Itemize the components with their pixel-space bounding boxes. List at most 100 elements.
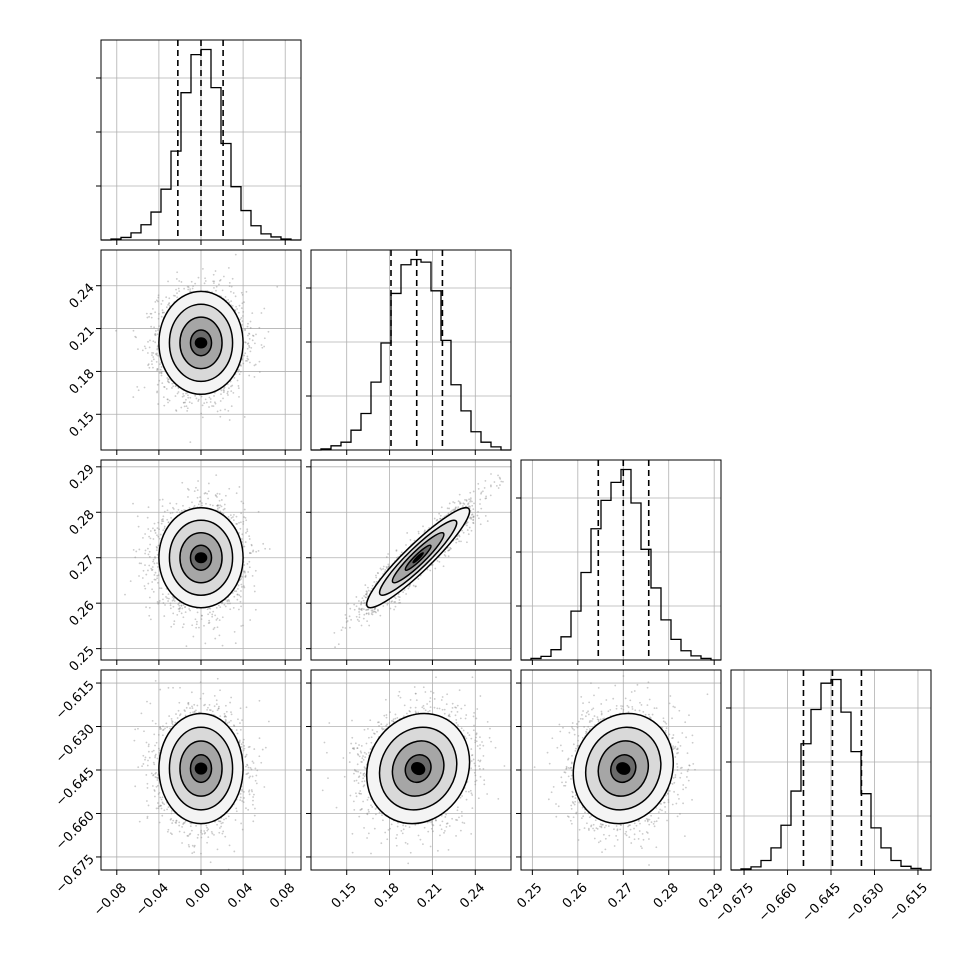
sample-point (502, 480, 504, 483)
sample-point (216, 504, 219, 507)
sample-point (154, 532, 157, 534)
sample-point (146, 700, 148, 703)
sample-point (472, 508, 475, 511)
sample-point (469, 517, 471, 520)
sample-point (371, 609, 374, 612)
sample-point (205, 401, 208, 404)
sample-point (400, 551, 403, 554)
sample-point (254, 363, 257, 366)
sample-point (244, 574, 247, 577)
sample-point (158, 805, 160, 808)
sample-point (213, 401, 216, 404)
sample-point (239, 728, 242, 731)
sample-point (687, 768, 690, 771)
sample-point (358, 613, 361, 616)
sample-point (394, 601, 397, 603)
sample-point (162, 520, 165, 523)
sample-point (171, 595, 174, 598)
sample-point (137, 766, 140, 769)
sample-point (355, 792, 357, 795)
sample-point (138, 562, 141, 565)
sample-point (245, 706, 248, 709)
sample-point (490, 740, 492, 743)
sample-point (552, 785, 555, 788)
sample-point (455, 706, 458, 709)
sample-point (398, 602, 400, 604)
sample-point (456, 537, 459, 540)
sample-point (614, 684, 617, 687)
sample-point (238, 608, 240, 611)
sample-point (382, 819, 384, 822)
sample-point (247, 766, 250, 769)
sample-point (242, 523, 245, 525)
sample-point (438, 512, 441, 515)
sample-point (367, 589, 370, 592)
sample-point (159, 533, 162, 536)
sample-point (436, 559, 439, 562)
sample-point (400, 829, 403, 832)
sample-point (466, 529, 469, 531)
sample-point (188, 506, 191, 509)
sample-point (147, 547, 149, 550)
sample-point (354, 769, 357, 772)
sample-point (218, 820, 221, 823)
sample-point (382, 605, 385, 607)
sample-point (176, 296, 179, 299)
sample-point (208, 621, 211, 624)
sample-point (361, 807, 363, 810)
sample-point (166, 726, 169, 729)
sample-point (154, 578, 157, 581)
sample-point (177, 608, 180, 610)
sample-point (183, 287, 186, 290)
sample-point (353, 780, 356, 782)
sample-point (450, 710, 453, 713)
sample-point (387, 828, 390, 831)
sample-point (439, 517, 441, 520)
sample-point (373, 732, 376, 735)
sample-point (686, 770, 689, 773)
sample-point (674, 774, 677, 776)
sample-point (361, 607, 364, 610)
sample-point (613, 845, 616, 847)
sample-point (358, 792, 361, 795)
sample-point (620, 824, 622, 827)
sample-point (562, 726, 564, 729)
sample-point (455, 721, 458, 724)
sample-point (600, 713, 603, 716)
sample-point (482, 744, 485, 747)
sample-point (162, 725, 164, 728)
sample-point (258, 326, 261, 329)
sample-point (255, 774, 258, 777)
sample-point (377, 721, 379, 724)
sample-point (373, 827, 376, 830)
sample-point (209, 607, 212, 610)
sample-point (191, 624, 194, 627)
panel-frame (310, 249, 512, 451)
sample-point (645, 817, 648, 820)
sample-point (144, 587, 147, 590)
sample-point (183, 509, 186, 511)
sample-point (573, 803, 576, 806)
sample-point (215, 703, 218, 706)
sample-point (370, 736, 373, 739)
sample-point (154, 722, 157, 725)
sample-point (477, 797, 480, 800)
sample-point (155, 353, 158, 356)
sample-point (156, 562, 158, 564)
sample-point (472, 521, 475, 524)
sample-point (353, 748, 355, 750)
sample-point (187, 286, 190, 288)
sample-point (604, 848, 607, 851)
sample-point (176, 662, 178, 664)
sample-point (477, 482, 480, 485)
sample-point (323, 741, 326, 744)
sample-point (375, 574, 377, 577)
sample-point (214, 614, 217, 617)
sample-point (666, 793, 669, 795)
sample-point (603, 717, 606, 720)
sample-point (350, 742, 353, 745)
sample-point (156, 534, 158, 537)
sample-point (364, 601, 366, 604)
sample-point (157, 793, 160, 795)
